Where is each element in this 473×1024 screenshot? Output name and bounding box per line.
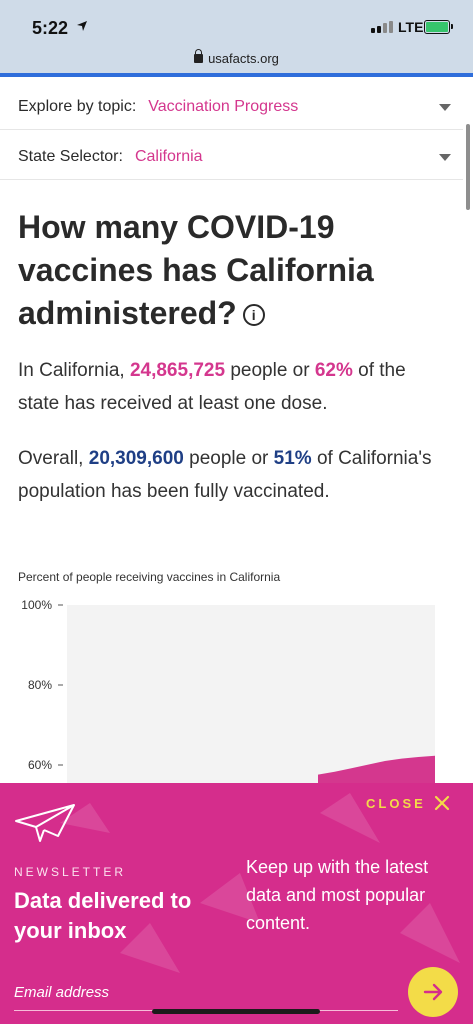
summary-fully-vaccinated: Overall, 20,309,600 people or 51% of Cal… [18,442,448,508]
state-selector-label: State Selector: [18,147,123,165]
info-icon[interactable]: i [242,304,265,326]
page-title: How many COVID-19 vaccines has Californi… [18,206,458,335]
summary-one-people: 24,865,725 [129,360,226,381]
status-time: 5:22 [32,18,69,38]
close-label: CLOSE [366,795,426,811]
browser-chrome: 5:22 LTE usafacts.org [0,0,473,77]
chart-plot-area [67,605,435,790]
summary-one-prefix: In California, [18,360,125,381]
paper-plane-icon [15,804,75,842]
state-selector-value: California [134,147,203,165]
summary-one-suffix: of the state has received at least one d… [18,360,406,414]
email-field[interactable] [14,977,398,1007]
state-selector[interactable]: State Selector: California [0,134,463,180]
summary-one-middle: people or [230,360,310,381]
signal-icon [371,21,393,33]
y-tick-label: 100% [21,598,52,612]
summary-full-people: 20,309,600 [88,448,184,469]
arrow-right-icon [423,983,443,1001]
battery-icon [424,20,453,34]
newsletter-signup-panel: CLOSE NEWSLETTER Data delivered to your … [0,783,473,1024]
summary-one-percent: 62% [314,360,353,381]
summary-one-dose: In California, 24,865,725 people or 62% … [18,354,448,420]
home-indicator [152,1009,320,1014]
chevron-down-icon [439,154,451,161]
url-bar[interactable]: usafacts.org [0,49,473,66]
page-load-progress [0,73,473,77]
chevron-down-icon [439,104,451,111]
close-icon [434,795,449,811]
y-tick-label: 80% [28,678,52,692]
lock-icon [194,49,204,63]
y-tick-label: 60% [28,758,52,772]
topic-selector[interactable]: Explore by topic: Vaccination Progress [0,84,463,130]
series-area [318,755,435,790]
summary-full-percent: 51% [273,448,312,469]
page-title-text: How many COVID-19 vaccines has Californi… [18,209,374,331]
chart-title: Percent of people receiving vaccines in … [18,570,281,584]
close-newsletter-button[interactable]: CLOSE [366,795,450,811]
topic-selector-label: Explore by topic: [18,97,137,115]
newsletter-title: Data delivered to your inbox [14,888,192,943]
summary-full-prefix: Overall, [18,448,84,469]
newsletter-eyebrow: NEWSLETTER [14,865,127,879]
newsletter-description: Keep up with the latest data and most po… [246,857,429,933]
page-scrollbar[interactable] [466,124,470,210]
summary-full-middle: people or [189,448,269,469]
vaccination-chart: 100% 80% 60% [21,598,435,790]
email-field-wrapper [14,977,398,1011]
topic-selector-value: Vaccination Progress [148,97,299,115]
submit-email-button[interactable] [408,967,458,1017]
location-arrow-icon [77,21,87,31]
url-text: usafacts.org [208,51,279,66]
summary-full-suffix: of California's population has been full… [18,448,432,502]
network-type: LTE [398,19,424,35]
